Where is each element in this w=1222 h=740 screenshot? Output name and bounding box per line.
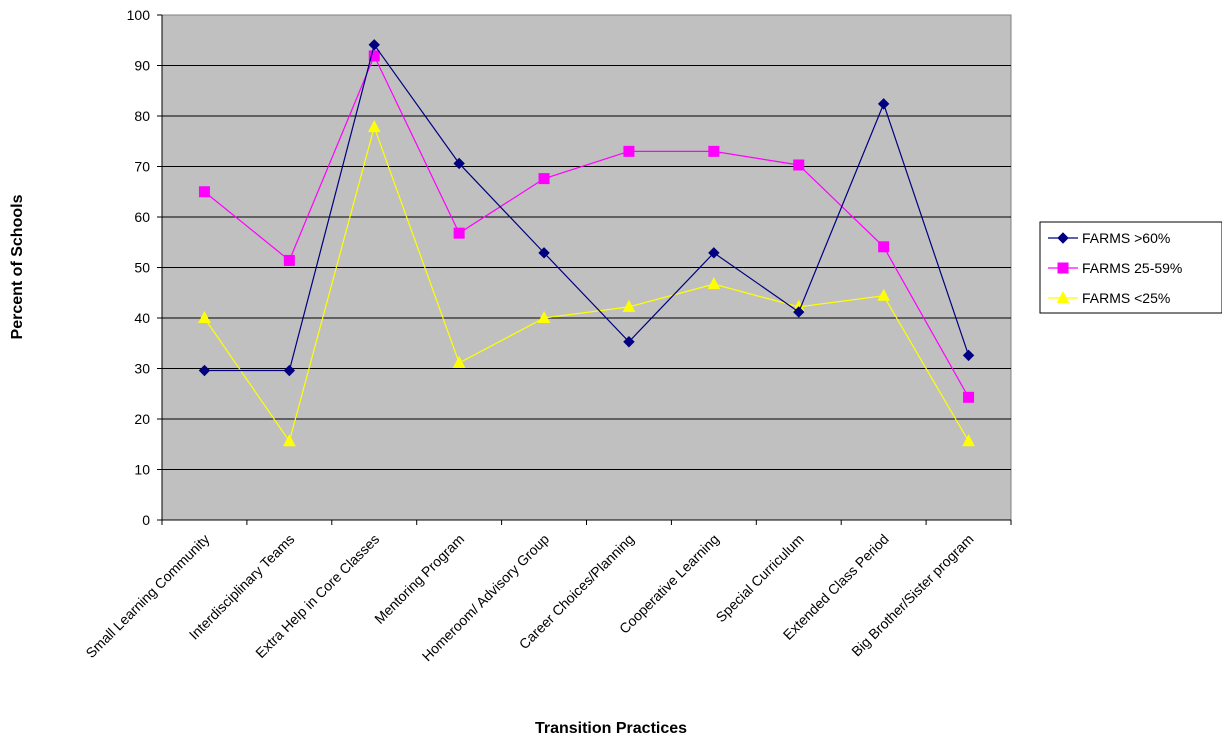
y-tick-label: 90 (134, 58, 150, 74)
x-axis-title: Transition Practices (535, 720, 687, 737)
data-point (538, 247, 550, 259)
data-point (283, 434, 296, 447)
data-point (877, 288, 890, 301)
x-tick-label: Small Learning Community (82, 531, 212, 661)
legend-marker (1056, 290, 1070, 303)
data-point (623, 145, 635, 157)
data-point (283, 254, 295, 266)
legend-label: FARMS 25-59% (1082, 260, 1182, 276)
y-tick-label: 10 (134, 462, 150, 478)
data-point (877, 98, 890, 110)
series-line (204, 43, 970, 372)
data-point (198, 364, 211, 377)
y-tick-label: 70 (134, 159, 150, 175)
data-point (198, 310, 211, 323)
data-point (962, 349, 975, 362)
series-2 (198, 50, 975, 403)
data-point (453, 157, 465, 170)
gridlines (162, 65, 1011, 470)
x-tick-label: Special Curriculum (712, 531, 806, 625)
legend-marker (1057, 232, 1069, 244)
data-point (962, 434, 975, 447)
y-axis: 0 10 20 30 40 50 60 70 80 90 100 (127, 7, 163, 528)
data-point (793, 159, 805, 171)
data-point (453, 227, 465, 239)
data-point (623, 336, 635, 348)
data-point (622, 299, 636, 312)
data-point (708, 145, 720, 157)
y-tick-label: 80 (134, 108, 150, 124)
legend: FARMS >60% FARMS 25-59% FARMS <25% (1039, 221, 1222, 314)
data-point (368, 50, 380, 62)
data-point (963, 391, 975, 403)
y-tick-label: 100 (127, 7, 151, 23)
data-point (198, 186, 210, 198)
legend-item: FARMS 25-59% (1048, 260, 1182, 276)
data-point (452, 355, 466, 368)
y-tick-label: 20 (134, 411, 150, 427)
y-tick-label: 60 (134, 209, 150, 225)
series-layer (198, 39, 975, 447)
data-point (708, 247, 720, 259)
y-axis-title: Percent of Schools (9, 194, 26, 339)
data-point (367, 120, 381, 133)
y-tick-label: 50 (134, 260, 150, 276)
legend-label: FARMS <25% (1082, 290, 1170, 306)
x-axis: Small Learning CommunityInterdisciplinar… (82, 519, 1012, 664)
data-point (368, 39, 380, 51)
y-tick-label: 0 (142, 512, 150, 528)
data-point (793, 306, 805, 318)
data-point (283, 364, 296, 377)
x-tick-label: Mentoring Program (371, 531, 467, 627)
legend-marker (1057, 262, 1069, 274)
series-line (204, 54, 970, 398)
series-line (203, 125, 970, 443)
data-point (537, 310, 551, 323)
legend-item: FARMS <25% (1048, 290, 1170, 306)
y-tick-label: 40 (134, 310, 150, 326)
legend-item: FARMS >60% (1048, 230, 1170, 246)
data-point (707, 277, 721, 290)
data-point (538, 173, 550, 185)
legend-label: FARMS >60% (1082, 230, 1170, 246)
data-point (878, 241, 890, 253)
y-tick-label: 30 (134, 361, 150, 377)
series-1 (198, 39, 975, 377)
